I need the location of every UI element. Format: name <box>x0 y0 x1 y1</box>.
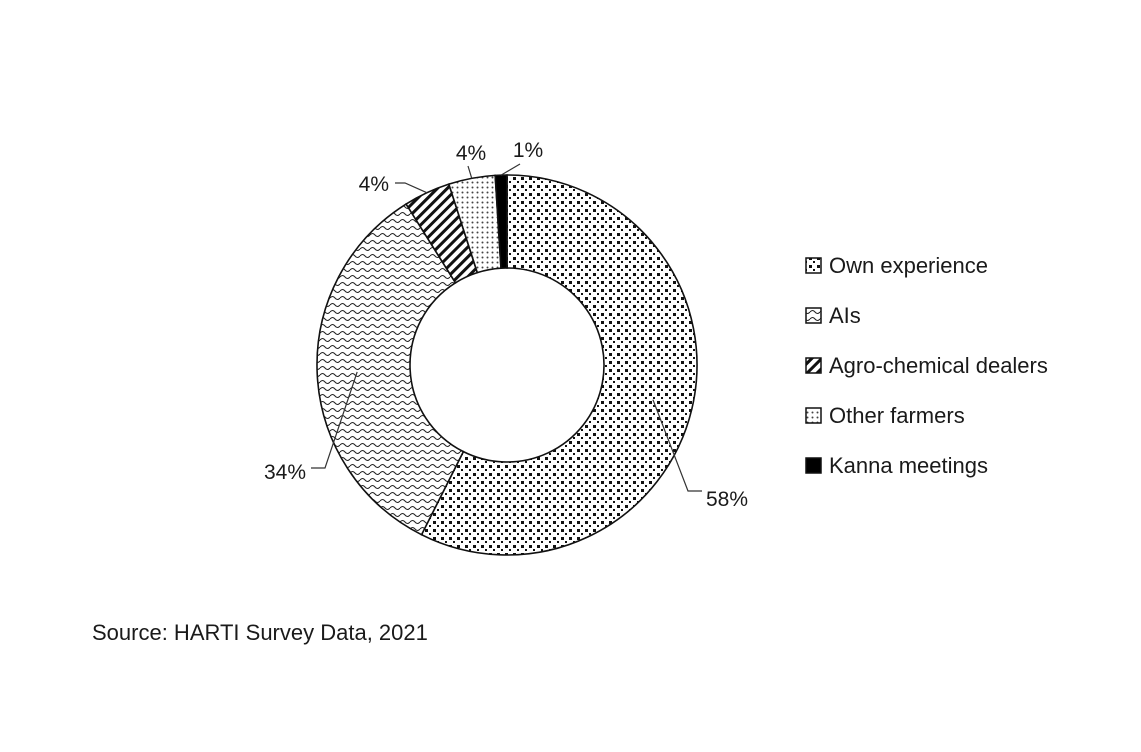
slice-label-ais: 34% <box>264 461 306 484</box>
leader-line-own-experience <box>652 399 702 492</box>
legend-label-own-experience: Own experience <box>829 253 988 278</box>
slice-leader-lines <box>311 163 702 492</box>
legend-swatch-kanna-meetings <box>805 457 822 474</box>
slice-ais <box>316 202 465 536</box>
leader-line-kanna-meetings <box>500 163 521 176</box>
donut-slices <box>316 174 698 556</box>
leader-line-ais <box>311 371 358 469</box>
slice-kanna-meetings <box>494 174 508 270</box>
slice-label-kanna-meetings: 1% <box>513 139 543 162</box>
legend-swatch-own-experience <box>805 257 822 274</box>
source-note: Source: HARTI Survey Data, 2021 <box>92 620 428 645</box>
legend-label-ais: AIs <box>829 303 861 328</box>
leader-line-other-farmers <box>467 165 473 179</box>
legend-label-agro-chemical-dealers: Agro-chemical dealers <box>829 353 1048 378</box>
legend-swatch-other-farmers <box>805 407 822 424</box>
slice-label-other-farmers: 4% <box>456 142 486 165</box>
legend-swatch-ais <box>805 307 822 324</box>
slice-label-agro-chemical-dealers: 4% <box>359 173 389 196</box>
chart-legend: Own experience AIs Agro-chemical dealers Ot… <box>805 253 1048 478</box>
legend-swatch-agro-chemical-dealers <box>805 357 822 374</box>
legend-label-other-farmers: Other farmers <box>829 403 965 428</box>
legend-label-kanna-meetings: Kanna meetings <box>829 453 988 478</box>
leader-line-agro-chemical-dealers <box>395 182 428 194</box>
slice-label-own-experience: 58% <box>706 488 748 511</box>
slice-labels: 58% 34% 4% 4% 1% <box>264 139 748 511</box>
slice-own-experience <box>420 174 698 556</box>
